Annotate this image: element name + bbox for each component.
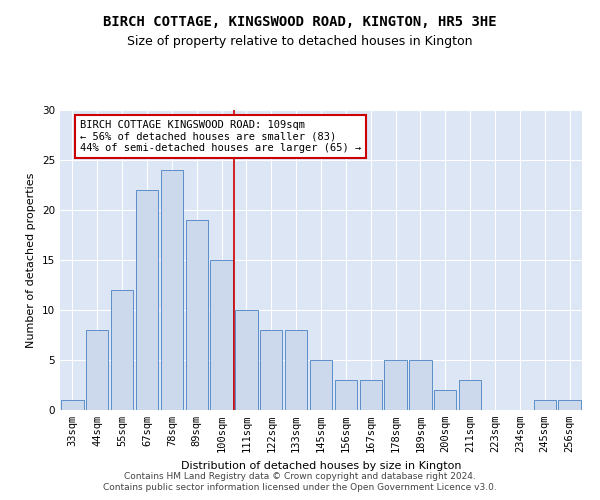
Bar: [211, 260, 233, 410]
Text: Size of property relative to detached houses in Kington: Size of property relative to detached ho…: [127, 35, 473, 48]
Bar: [136, 190, 158, 410]
Bar: [285, 330, 307, 410]
Bar: [185, 220, 208, 410]
Bar: [533, 400, 556, 410]
Bar: [161, 170, 183, 410]
Text: BIRCH COTTAGE KINGSWOOD ROAD: 109sqm
← 56% of detached houses are smaller (83)
4: BIRCH COTTAGE KINGSWOOD ROAD: 109sqm ← 5…: [80, 120, 361, 153]
Text: Contains public sector information licensed under the Open Government Licence v3: Contains public sector information licen…: [103, 484, 497, 492]
Bar: [335, 380, 357, 410]
Bar: [459, 380, 481, 410]
Bar: [260, 330, 283, 410]
Y-axis label: Number of detached properties: Number of detached properties: [26, 172, 37, 348]
Bar: [310, 360, 332, 410]
Bar: [235, 310, 257, 410]
Bar: [385, 360, 407, 410]
Text: Contains HM Land Registry data © Crown copyright and database right 2024.: Contains HM Land Registry data © Crown c…: [124, 472, 476, 481]
Bar: [86, 330, 109, 410]
X-axis label: Distribution of detached houses by size in Kington: Distribution of detached houses by size …: [181, 460, 461, 470]
Bar: [61, 400, 83, 410]
Bar: [434, 390, 457, 410]
Bar: [111, 290, 133, 410]
Bar: [359, 380, 382, 410]
Text: BIRCH COTTAGE, KINGSWOOD ROAD, KINGTON, HR5 3HE: BIRCH COTTAGE, KINGSWOOD ROAD, KINGTON, …: [103, 15, 497, 29]
Bar: [559, 400, 581, 410]
Bar: [409, 360, 431, 410]
